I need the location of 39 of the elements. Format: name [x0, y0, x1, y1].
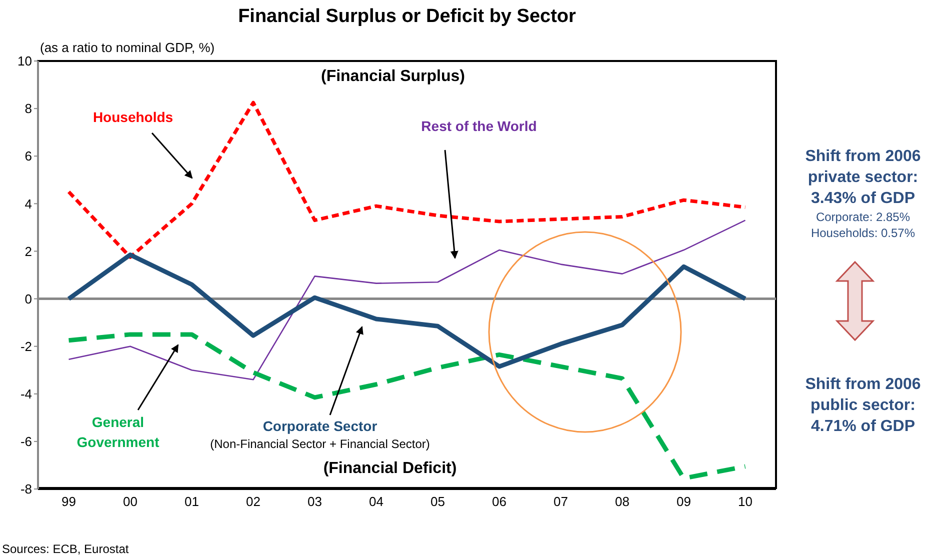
line-series [67, 100, 747, 259]
x-tick-label: 04 [369, 494, 384, 510]
y-tick-label: -6 [20, 434, 32, 450]
x-tick-label: 99 [62, 494, 76, 510]
text: Corporate Sector [262, 417, 378, 436]
x-tick-label: 06 [492, 494, 506, 510]
y-tick-label: 8 [24, 101, 32, 116]
x-tick-label: 03 [308, 494, 322, 510]
y-tick-label: -4 [20, 386, 32, 402]
x-tick-label: 05 [430, 494, 445, 510]
y-tick-label: 6 [24, 148, 32, 164]
x-tick-label: 00 [123, 494, 138, 510]
text: Rest of the World [420, 117, 538, 136]
source-note: Sources: ECB, Eurostat [2, 541, 130, 557]
text: Shift from 2006 private sector: 3.43% of GDP [804, 146, 922, 208]
text: Corporate: 2.85% Households: 0.57% [810, 209, 916, 241]
y-tick-label: -2 [20, 338, 32, 354]
text: General Government [76, 413, 160, 452]
x-tick-label: 09 [676, 494, 691, 510]
x-tick-label: 07 [554, 494, 568, 510]
chart-title: Financial Surplus or Deficit by Sector [237, 6, 577, 28]
y-tick-label: 0 [24, 291, 32, 306]
y-tick-label: 4 [24, 196, 32, 212]
text: Shift from 2006 public sector: 4.71% of GDP [804, 374, 922, 436]
annotation: (Non-Financial Sector + Financial Sector) [209, 436, 431, 453]
y-tick-label: 2 [24, 244, 32, 259]
line-series [66, 332, 748, 481]
x-tick-label: 10 [738, 494, 752, 510]
y-axis-title: (as a ratio to nominal GDP, %) [40, 40, 215, 55]
line-series [68, 220, 746, 380]
y-tick-label: 10 [18, 54, 32, 69]
annotation: (Financial Deficit) [322, 460, 458, 478]
text: Households [92, 108, 174, 127]
y-tick-label: -8 [20, 482, 32, 497]
x-tick-label: 01 [184, 494, 199, 510]
line-series [66, 252, 748, 369]
x-tick-label: 02 [246, 494, 260, 510]
x-tick-label: 08 [615, 494, 630, 510]
annotation: (Financial Surplus) [320, 68, 466, 86]
